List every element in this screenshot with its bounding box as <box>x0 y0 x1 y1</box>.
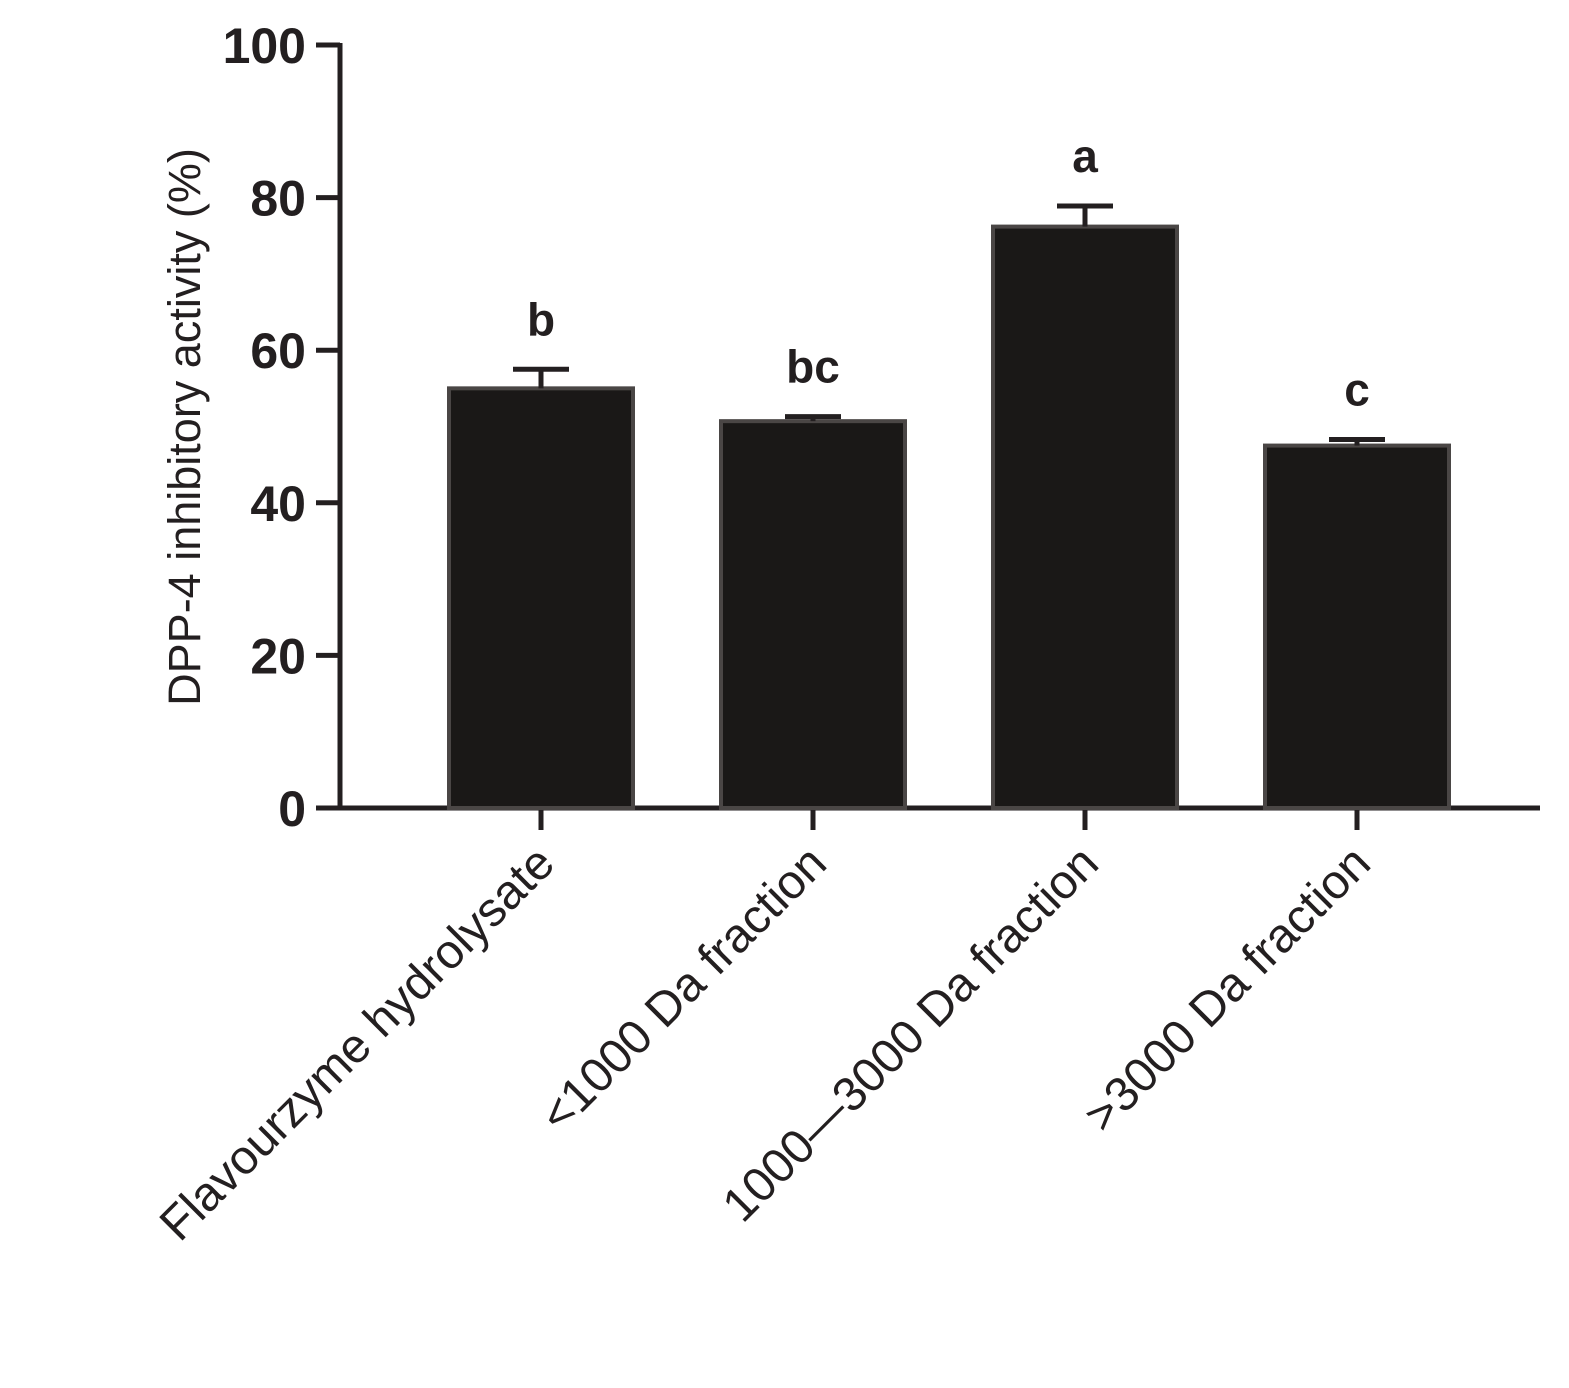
y-tick-label: 0 <box>278 781 306 837</box>
bar <box>719 419 907 810</box>
bar <box>447 386 635 810</box>
x-axis <box>338 805 1540 830</box>
significance-label: c <box>1344 363 1370 415</box>
y-tick-label: 60 <box>250 323 306 379</box>
bar <box>991 224 1179 810</box>
error-bars <box>513 203 1385 446</box>
x-tick-label: <1000 Da fraction <box>530 836 836 1142</box>
y-axis: 0 20 40 60 80 100 <box>223 18 343 837</box>
y-tick-label: 20 <box>250 628 306 684</box>
bars <box>447 224 1451 810</box>
significance-label: a <box>1072 130 1098 182</box>
bar <box>1263 443 1451 810</box>
x-tick-labels: Flavourzyme hydrolysate<1000 Da fraction… <box>150 836 1381 1251</box>
significance-label: bc <box>786 341 840 393</box>
y-tick-label: 100 <box>223 18 306 74</box>
significance-label: b <box>527 293 555 345</box>
y-tick-label: 80 <box>250 171 306 227</box>
x-tick-label: >3000 Da fraction <box>1074 836 1380 1142</box>
y-tick-label: 40 <box>250 476 306 532</box>
y-axis-title: DPP-4 inhibitory activity (%) <box>159 148 210 706</box>
x-tick-label: Flavourzyme hydrolysate <box>150 836 565 1251</box>
significance-labels: b bc a c <box>527 130 1370 415</box>
